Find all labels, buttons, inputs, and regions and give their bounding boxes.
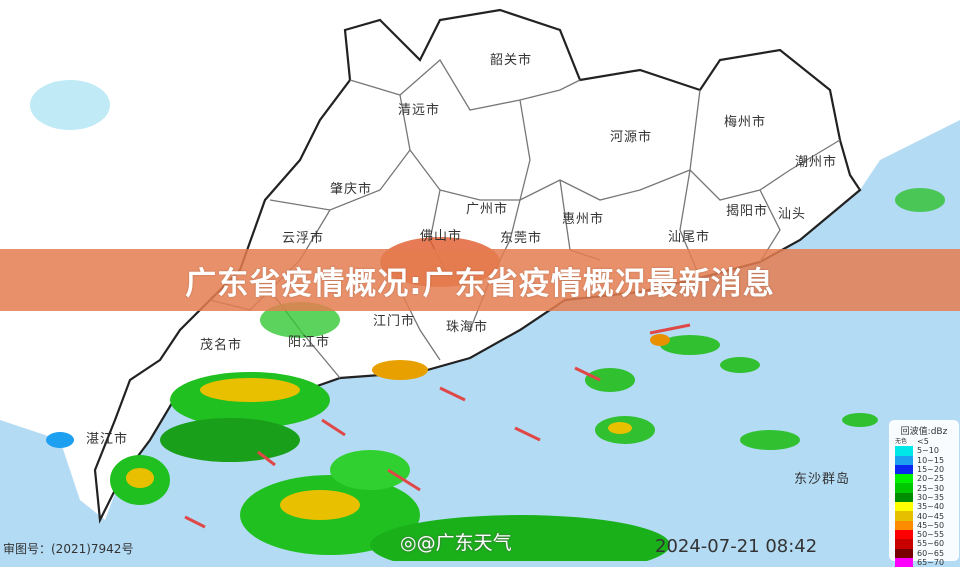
watermark-text: @广东天气 — [416, 532, 512, 554]
legend-none-range: <5 — [917, 437, 929, 447]
legend-row: 40~45 — [895, 511, 959, 521]
city-label-shaoguan: 韶关市 — [490, 53, 533, 68]
legend-row: 60~65 — [895, 548, 959, 558]
legend-range: 5~10 — [917, 446, 939, 456]
weibo-icon: ◎ — [400, 532, 417, 554]
legend-row: 15~20 — [895, 464, 959, 475]
city-label-zhanjiang: 湛江市 — [86, 432, 129, 447]
legend-range: 15~20 — [917, 465, 945, 475]
legend-row: 20~25 — [895, 474, 959, 484]
dbz-legend: 回波值:dBz 无色 <5 5~10 10~15 15~20 20~25 25~30 30~… — [889, 420, 959, 567]
legend-swatch — [895, 483, 913, 493]
legend-range: 25~30 — [917, 483, 945, 493]
city-label-jiangmen: 江门市 — [373, 314, 416, 329]
legend-row: 25~30 — [895, 483, 959, 493]
city-label-dongsha: 东沙群岛 — [794, 472, 851, 487]
city-label-qingyuan: 清远市 — [398, 103, 441, 118]
movement-arrows — [184, 323, 691, 529]
legend-none-label: 无色 — [895, 438, 908, 446]
legend-swatch — [895, 492, 913, 503]
legend-range: 10~15 — [917, 455, 945, 465]
legend-swatch — [895, 520, 913, 530]
legend-swatch — [895, 464, 913, 475]
legend-swatch — [895, 455, 913, 465]
city-label-guangzhou: 广州市 — [466, 202, 509, 217]
city-label-yangjiang: 阳江市 — [288, 335, 331, 350]
city-label-shantou: 汕头 — [778, 207, 807, 222]
legend-range: 55~60 — [917, 539, 945, 549]
headline-banner: 广东省疫情概况:广东省疫情概况最新消息 — [0, 249, 960, 311]
legend-swatch — [895, 474, 913, 484]
map-approval-number: 审图号：(2021)7942号 — [3, 542, 134, 556]
legend-swatch — [895, 502, 913, 512]
legend-swatch — [895, 529, 913, 540]
city-label-heyuan: 河源市 — [610, 130, 653, 145]
city-label-zhaoqing: 肇庆市 — [330, 182, 373, 197]
legend-row: 65~70 — [895, 557, 959, 567]
city-label-dongguan: 东莞市 — [500, 231, 543, 246]
legend-range: 50~55 — [917, 530, 945, 540]
city-label-chaozhou: 潮州市 — [795, 155, 838, 170]
legend-row: 35~40 — [895, 502, 959, 512]
legend-range: 60~65 — [917, 548, 945, 558]
city-label-maoming: 茂名市 — [200, 338, 243, 353]
legend-row-none: 无色 <5 — [895, 437, 959, 446]
legend-swatch — [895, 446, 913, 456]
legend-row: 45~50 — [895, 520, 959, 530]
city-label-shanwei: 汕尾市 — [668, 230, 711, 245]
legend-range: 20~25 — [917, 474, 945, 484]
legend-swatch — [895, 557, 913, 567]
legend-range: 65~70 — [917, 558, 945, 567]
radar-timestamp: 2024-07-21 08:42 — [655, 536, 818, 557]
legend-swatch — [895, 511, 913, 521]
legend-row: 10~15 — [895, 455, 959, 465]
city-label-yunfu: 云浮市 — [282, 231, 325, 246]
legend-swatch — [895, 539, 913, 549]
city-label-jieyang: 揭阳市 — [726, 204, 769, 219]
legend-row: 5~10 — [895, 446, 959, 456]
city-label-foshan: 佛山市 — [420, 229, 463, 244]
legend-range: 30~35 — [917, 492, 945, 502]
legend-swatch — [895, 548, 913, 558]
city-label-zhuhai: 珠海市 — [446, 320, 489, 335]
legend-range: 35~40 — [917, 502, 945, 512]
weibo-watermark: ◎@广东天气 — [400, 528, 512, 555]
legend-range: 40~45 — [917, 511, 945, 521]
legend-row: 30~35 — [895, 492, 959, 503]
city-label-huizhou: 惠州市 — [562, 212, 605, 227]
legend-title: 回波值:dBz — [900, 427, 948, 437]
headline-title: 广东省疫情概况:广东省疫情概况最新消息 — [185, 265, 775, 302]
legend-row: 55~60 — [895, 539, 959, 549]
legend-row: 50~55 — [895, 529, 959, 540]
city-label-meizhou: 梅州市 — [724, 115, 767, 130]
legend-range: 45~50 — [917, 520, 945, 530]
